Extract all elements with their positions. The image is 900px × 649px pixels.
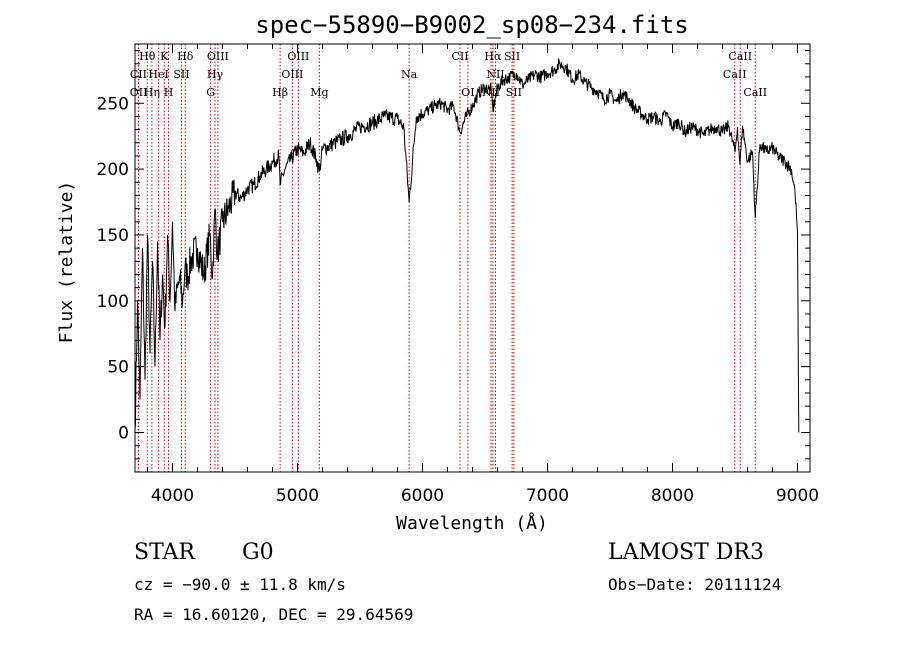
y-tick-label-200: 200 [97,160,129,180]
marker-label-9: CII [130,68,147,81]
marker-label-26: CaII [743,86,767,99]
marker-label-11: SII [173,68,189,81]
marker-label-16: CaII [723,68,747,81]
x-tick-label-8000: 8000 [651,486,694,506]
y-tick-label-250: 250 [97,94,129,114]
marker-label-3: OIII [207,50,229,63]
marker-label-25: SII [506,86,522,99]
x-tick-label-9000: 9000 [776,486,819,506]
y-axis: 0 50 100 150 200 250 [97,50,810,460]
marker-label-23: OI [461,86,474,99]
x-tick-label-5000: 5000 [276,486,319,506]
object-class: STAR [134,540,195,565]
marker-label-18: Hη [144,86,160,99]
marker-label-15: NII [486,68,504,81]
series-flux [134,57,800,433]
y-tick-label-50: 50 [107,358,129,378]
marker-label-7: SII [504,50,520,63]
marker-label-14: Na [401,68,418,81]
marker-label-8: CaII [728,50,752,63]
x-tick-label-6000: 6000 [401,486,444,506]
marker-label-19: H [164,86,174,99]
y-axis-label: Flux (relative) [56,181,77,344]
coordinates: RA = 16.60120, DEC = 29.64569 [134,605,414,624]
y-tick-label-0: 0 [118,423,129,443]
marker-label-12: Hγ [207,68,224,81]
redshift-readout: cz = −90.0 ± 11.8 km/s [134,575,346,594]
marker-label-1: K [160,50,169,63]
x-axis: 4000 5000 6000 7000 8000 9000 [147,44,819,506]
chart-title: spec−55890−B9002_sp08−234.fits [255,11,688,39]
spectrum-chart: spec−55890−B9002_sp08−234.fits Hθ K Hδ OIII… [56,11,819,534]
marker-label-20: G [206,86,215,99]
marker-label-2: Hδ [177,50,194,63]
obs-date: Obs−Date: 20111124 [608,575,782,594]
marker-label-17: OII [130,86,148,99]
y-tick-label-100: 100 [97,292,129,312]
x-tick-label-7000: 7000 [526,486,569,506]
marker-label-21: Hβ [272,86,288,99]
marker-label-6: Hα [484,50,502,63]
marker-label-13: OIII [281,68,303,81]
marker-label-5: CII [451,50,468,63]
subclass: G0 [242,540,274,565]
marker-label-0: Hθ [139,50,156,63]
survey-name: LAMOST DR3 [608,540,764,565]
marker-label-4: OIII [287,50,309,63]
x-tick-label-4000: 4000 [151,486,194,506]
x-axis-label: Wavelength (Å) [396,512,548,534]
marker-label-22: Mg [310,86,328,99]
marker-label-10: HeI [148,68,168,81]
y-tick-label-150: 150 [97,226,129,246]
